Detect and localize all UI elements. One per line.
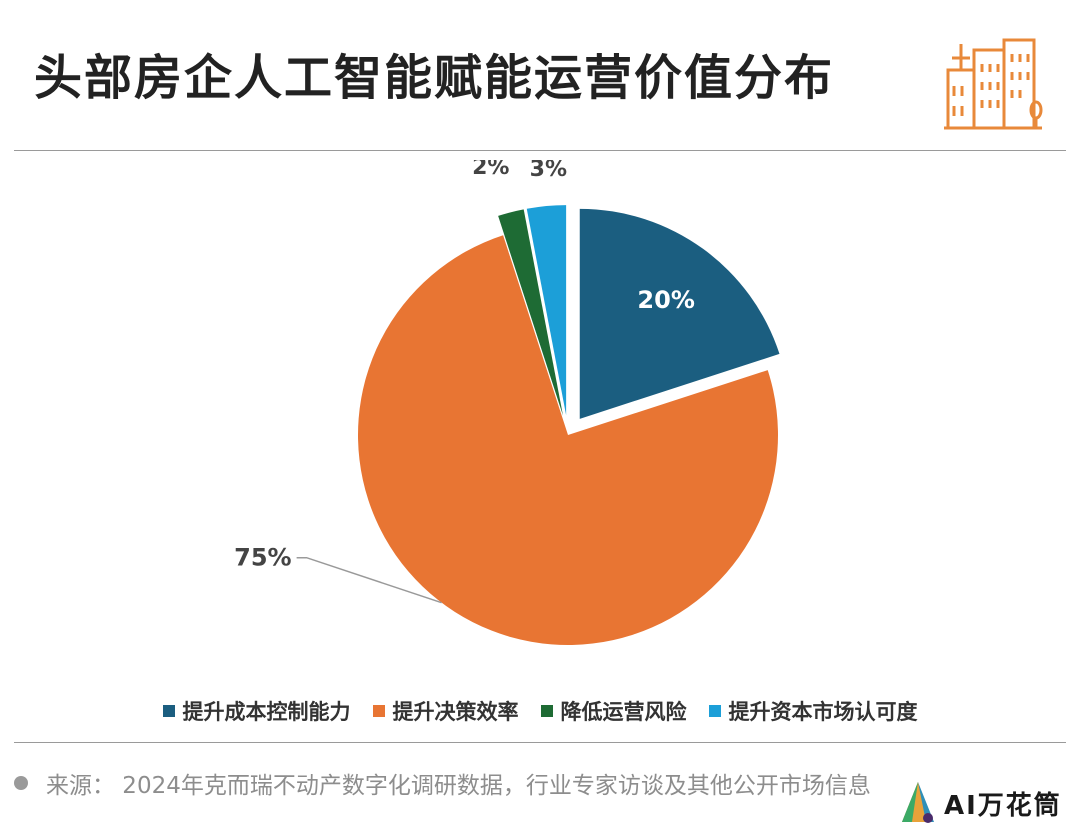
source-note: 来源： 2024年克而瑞不动产数字化调研数据，行业专家访谈及其他公开市场信息 [14,766,1054,800]
pie-slice [579,208,780,419]
logo-text: AI万花筒 [944,790,1062,821]
legend-label: 提升资本市场认可度 [728,700,918,724]
leader-line [296,556,442,604]
data-label: 2% [472,160,509,180]
logo: AI万花筒 [898,778,1074,828]
data-label: 20% [637,286,694,314]
data-label: 75% [234,544,291,572]
top-divider [14,150,1066,151]
legend-item: 降低运营风险 [540,696,687,726]
legend-item: 提升决策效率 [372,696,519,726]
legend-swatch [372,705,385,717]
bottom-divider [14,742,1066,743]
legend-label: 降低运营风险 [560,700,687,724]
pie-slice [357,235,778,645]
legend-swatch [162,705,175,717]
source-text: 来源： 2024年克而瑞不动产数字化调研数据，行业专家访谈及其他公开市场信息 [46,773,871,799]
legend-swatch [708,705,721,717]
legend-label: 提升成本控制能力 [182,700,351,724]
bullet-icon [14,776,28,790]
legend-item: 提升资本市场认可度 [708,696,918,726]
building-icon [944,38,1043,130]
pie-slice [498,209,564,416]
pie-slice [526,205,567,416]
legend-item: 提升成本控制能力 [162,696,351,726]
pie-chart: 20% 75% 2% 3% [234,160,780,645]
legend-label: 提升决策效率 [392,700,519,724]
chart-legend: 提升成本控制能力 提升决策效率 降低运营风险 提升资本市场认可度 [0,696,1080,726]
legend-swatch [540,705,553,717]
sail-logo-icon [902,782,934,823]
data-label: 3% [530,160,567,182]
page-title: 头部房企人工智能赋能运营价值分布 [34,50,835,106]
